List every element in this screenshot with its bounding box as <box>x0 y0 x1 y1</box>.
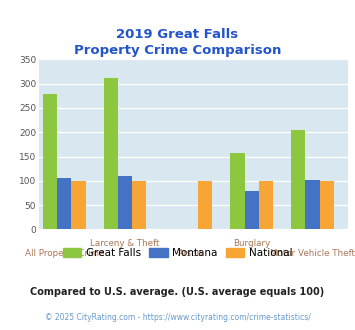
Text: Compared to U.S. average. (U.S. average equals 100): Compared to U.S. average. (U.S. average … <box>31 287 324 297</box>
Text: Larceny & Theft: Larceny & Theft <box>91 239 160 248</box>
Bar <box>132 181 146 229</box>
Text: Motor Vehicle Theft: Motor Vehicle Theft <box>270 249 355 258</box>
Text: © 2025 CityRating.com - https://www.cityrating.com/crime-statistics/: © 2025 CityRating.com - https://www.city… <box>45 313 310 322</box>
Bar <box>230 153 245 229</box>
Bar <box>259 181 273 229</box>
Text: All Property Crime: All Property Crime <box>25 249 104 258</box>
Bar <box>291 130 305 229</box>
Text: Property Crime Comparison: Property Crime Comparison <box>74 44 281 57</box>
Bar <box>104 78 118 229</box>
Bar <box>71 181 86 229</box>
Bar <box>198 181 212 229</box>
Text: Burglary: Burglary <box>233 239 270 248</box>
Bar <box>245 190 259 229</box>
Bar <box>118 176 132 229</box>
Text: Arson: Arson <box>178 249 203 258</box>
Bar <box>57 178 71 229</box>
Legend: Great Falls, Montana, National: Great Falls, Montana, National <box>59 244 296 262</box>
Bar <box>305 180 320 229</box>
Bar <box>43 94 57 229</box>
Bar <box>320 181 334 229</box>
Text: 2019 Great Falls: 2019 Great Falls <box>116 28 239 41</box>
